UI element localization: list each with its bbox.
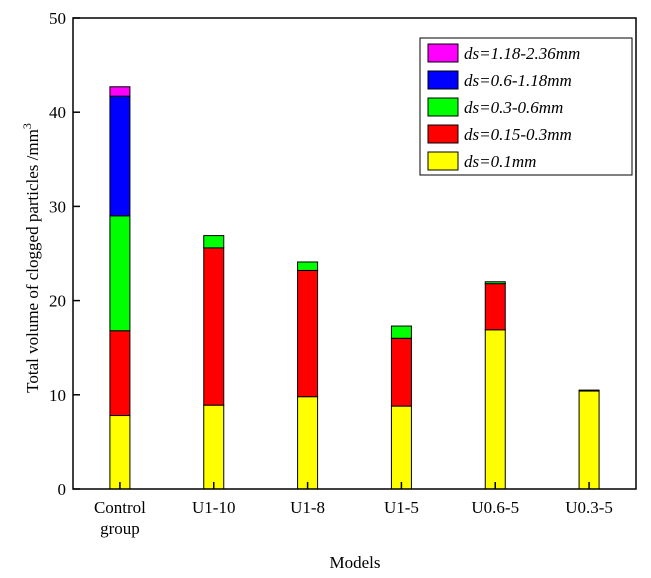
- legend-label: ds=0.1mm: [464, 152, 536, 171]
- bar-segment: [109, 330, 131, 417]
- x-tick-label: U1-10: [192, 498, 235, 517]
- bar-segment: [203, 404, 225, 490]
- x-tick-label: U0.6-5: [471, 498, 519, 517]
- bar-segment: [484, 329, 506, 490]
- y-tick-label: 20: [49, 292, 66, 311]
- x-tick-label: Control group: [94, 498, 146, 538]
- y-tick-label: 0: [58, 480, 67, 499]
- legend-label: ds=0.6-1.18mm: [464, 71, 572, 90]
- bar-segment: [578, 390, 600, 490]
- y-tick-label: 30: [49, 197, 66, 216]
- y-axis-label-text: Total volume of clogged particles /mm: [23, 129, 42, 393]
- bar-segment: [484, 283, 506, 331]
- legend-label: ds=1.18-2.36mm: [464, 44, 580, 63]
- x-tick-label: U1-8: [290, 498, 325, 517]
- legend-swatch: [427, 124, 459, 144]
- bar-segment: [203, 247, 225, 406]
- x-tick-label: U0.3-5: [565, 498, 613, 517]
- bar-segment: [390, 325, 412, 339]
- x-axis-label: Models: [330, 553, 381, 572]
- y-tick-label: 40: [49, 103, 66, 122]
- legend-swatch: [427, 70, 459, 90]
- y-axis-label-superscript: 3: [20, 123, 34, 129]
- legend-label: ds=0.3-0.6mm: [464, 98, 563, 117]
- bar-segment: [109, 415, 131, 490]
- legend-label: ds=0.15-0.3mm: [464, 125, 572, 144]
- bar-segment: [390, 337, 412, 407]
- bar-segment: [203, 235, 225, 249]
- x-tick-label: U1-5: [384, 498, 419, 517]
- bar-segment: [484, 281, 506, 285]
- x-tick-label-line: group: [100, 519, 140, 538]
- plot-frame: [72, 17, 637, 490]
- x-tick-label-line: Control: [94, 498, 146, 517]
- legend-swatch: [427, 151, 459, 171]
- bar-segment: [109, 95, 131, 217]
- bar-segment: [109, 86, 131, 97]
- bar-segment: [109, 215, 131, 332]
- bar-segment: [578, 389, 600, 392]
- y-axis-label: Total volume of clogged particles /mm3: [20, 123, 42, 393]
- bar-segment: [297, 261, 319, 271]
- y-tick-label: 10: [49, 386, 66, 405]
- bar-segment: [297, 269, 319, 398]
- bar-segment: [297, 396, 319, 490]
- bar-segment: [390, 405, 412, 490]
- legend-swatch: [427, 97, 459, 117]
- y-tick-label: 50: [49, 9, 66, 28]
- legend-swatch: [427, 43, 459, 63]
